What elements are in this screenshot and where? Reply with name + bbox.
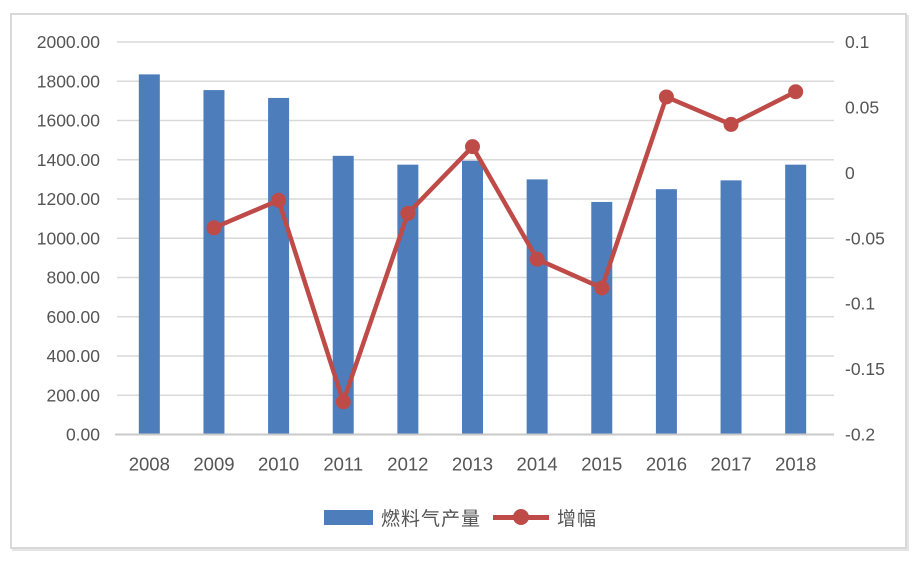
line-marker-2017 [723, 116, 739, 132]
chart-legend: 燃料气产量 增幅 [0, 502, 921, 532]
y-axis-left-label: 1600.00 [37, 111, 101, 131]
bar-2008 [138, 74, 160, 435]
bar-2017 [720, 180, 742, 435]
y-axis-right-label: -0.15 [845, 359, 885, 379]
x-axis-label-2009: 2009 [193, 454, 234, 475]
legend-line-marker [513, 509, 529, 525]
y-axis-left-label: 0.00 [66, 425, 100, 445]
y-axis-right-label: 0 [845, 163, 855, 183]
y-axis-left-label: 1800.00 [37, 71, 101, 91]
line-marker-2013 [465, 139, 480, 155]
line-marker-2012 [400, 205, 416, 221]
y-axis-left-label: 1000.00 [37, 228, 101, 248]
line-marker-2011 [335, 394, 351, 410]
y-axis-left-label: 1200.00 [37, 189, 101, 209]
x-axis-label-2017: 2017 [710, 454, 751, 475]
bar-2011 [332, 155, 354, 435]
bar-2010 [268, 97, 290, 435]
bar-2015 [591, 201, 613, 435]
y-axis-right-label: -0.05 [845, 228, 885, 248]
y-axis-left-label: 1400.00 [37, 150, 101, 170]
x-axis-label-2013: 2013 [452, 454, 493, 475]
y-axis-right-label: 0.05 [845, 97, 879, 117]
y-axis-left-label: 200.00 [46, 385, 100, 405]
line-marker-2015 [594, 280, 610, 296]
y-axis-right-label: -0.2 [845, 425, 875, 445]
x-axis-label-2011: 2011 [323, 454, 363, 475]
x-axis-label-2016: 2016 [646, 454, 687, 475]
x-axis-label-2010: 2010 [258, 454, 299, 475]
legend-bar-swatch [323, 509, 373, 525]
x-axis-label-2014: 2014 [517, 454, 558, 475]
line-marker-2009 [206, 220, 222, 236]
bar-2018 [785, 164, 807, 435]
x-axis-label-2012: 2012 [387, 454, 428, 475]
x-axis-label-2018: 2018 [775, 454, 816, 475]
y-axis-right-label: 0.1 [845, 32, 869, 52]
legend-line-swatch [493, 509, 549, 525]
y-axis-right-label: -0.1 [845, 294, 875, 314]
bar-2016 [655, 189, 677, 435]
legend-label-growth: 增幅 [557, 508, 598, 530]
y-axis-left-label: 800.00 [46, 268, 100, 288]
growth-line [211, 89, 798, 405]
legend-label-production: 燃料气产量 [380, 508, 481, 530]
line-marker-2016 [658, 89, 674, 105]
bar-2013 [462, 160, 483, 435]
line-marker-2018 [788, 84, 804, 100]
bar-2009 [203, 90, 225, 435]
y-axis-left-label: 2000.00 [37, 32, 101, 52]
y-axis-left-label: 600.00 [46, 307, 100, 327]
y-axis-left-label: 400.00 [46, 346, 100, 366]
x-axis-label-2008: 2008 [129, 454, 170, 475]
bar-2014 [526, 179, 548, 435]
line-marker-2014 [529, 251, 545, 267]
line-marker-2010 [271, 192, 287, 208]
x-axis-label-2015: 2015 [581, 454, 622, 475]
